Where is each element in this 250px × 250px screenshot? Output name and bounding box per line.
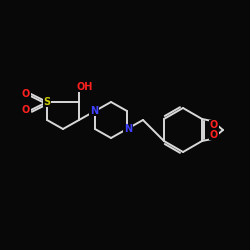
Text: N: N (90, 106, 98, 116)
Text: O: O (22, 105, 30, 115)
Text: S: S (44, 97, 51, 107)
Text: O: O (22, 89, 30, 99)
Text: N: N (124, 124, 132, 134)
Text: O: O (210, 120, 218, 130)
Text: O: O (210, 130, 218, 140)
Text: OH: OH (77, 82, 93, 92)
